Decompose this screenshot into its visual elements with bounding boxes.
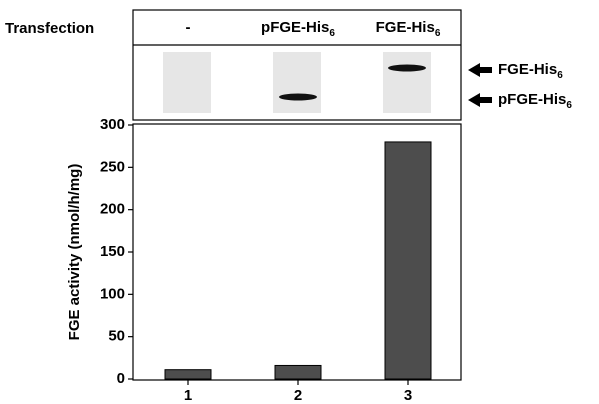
y-tick-label: 0 xyxy=(117,370,125,387)
band-label-sub: 6 xyxy=(566,100,572,111)
band xyxy=(388,65,426,72)
y-tick-label: 250 xyxy=(100,158,125,175)
lane-label-sub: 6 xyxy=(329,28,335,39)
band-label-text: FGE-His xyxy=(498,61,557,78)
bar xyxy=(275,365,321,379)
lane-label-text: FGE-His xyxy=(376,19,435,36)
bar xyxy=(385,142,431,379)
y-tick-label: 200 xyxy=(100,201,125,218)
lane-label: pFGE-His6 xyxy=(261,19,335,39)
lane-label-text: pFGE-His xyxy=(261,19,329,36)
y-tick-label: 100 xyxy=(100,285,125,302)
lane-label: FGE-His6 xyxy=(376,19,441,39)
y-tick-label: 300 xyxy=(100,116,125,133)
x-tick-label: 3 xyxy=(404,387,412,404)
row-label: Transfection xyxy=(5,20,94,37)
arrow xyxy=(468,63,492,77)
bar xyxy=(165,370,211,379)
x-tick-label: 2 xyxy=(294,387,302,404)
y-tick-label: 150 xyxy=(100,243,125,260)
band xyxy=(279,94,317,101)
y-tick-label: 50 xyxy=(108,328,125,345)
y-axis-label: FGE activity (nmol/h/mg) xyxy=(66,164,83,341)
lane-label: - xyxy=(186,19,191,36)
lane xyxy=(273,52,321,113)
figure: Transfection FGE activity (nmol/h/mg) - p… xyxy=(0,0,599,404)
lane-label-sub: 6 xyxy=(435,28,441,39)
band-label-text: pFGE-His xyxy=(498,91,566,108)
x-tick-label: 1 xyxy=(184,387,192,404)
lane xyxy=(383,52,431,113)
band-label: pFGE-His6 xyxy=(498,91,572,111)
band-label: FGE-His6 xyxy=(498,61,563,81)
lane-label-text: - xyxy=(186,19,191,36)
arrow xyxy=(468,93,492,107)
band-label-sub: 6 xyxy=(557,70,563,81)
lane xyxy=(163,52,211,113)
